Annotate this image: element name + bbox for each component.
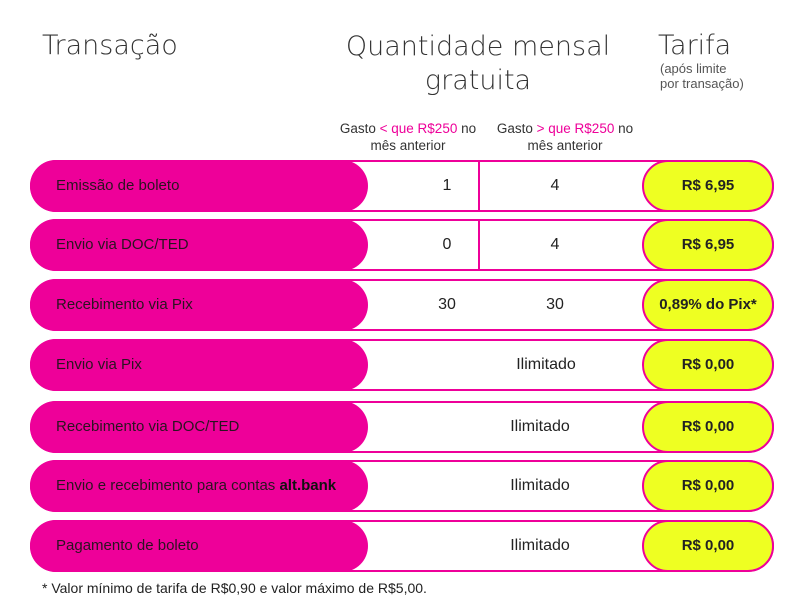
row-label: Emissão de boleto xyxy=(56,177,180,194)
row-fee-badge: R$ 0,00 xyxy=(642,460,774,512)
row-fee-badge: R$ 0,00 xyxy=(642,339,774,391)
row-qty-high: 4 xyxy=(550,177,560,194)
row-label-pill: Recebimento via Pix xyxy=(30,279,368,331)
subheader-highlight: < que R$250 xyxy=(379,121,458,136)
header-tarifa: Tarifa xyxy=(658,30,732,61)
subheader-line2: mês anterior xyxy=(527,138,603,153)
row-qty-high: 4 xyxy=(550,236,560,253)
header-quantidade-line2: gratuita xyxy=(424,65,532,96)
row-label-pill: Emissão de boleto xyxy=(30,160,368,212)
header-quantidade-line1: Quantidade mensal xyxy=(345,31,611,62)
table-row-recebimento-pix: Recebimento via Pix 30 30 0,89% do Pix* xyxy=(30,279,774,331)
row-label-pill: Pagamento de boleto xyxy=(30,520,368,572)
header-tarifa-note-line1: (após limite xyxy=(660,61,727,76)
table-row-contas-altbank: Envio e recebimento para contas alt.bank… xyxy=(30,460,774,512)
table-row-recebimento-doc-ted: Recebimento via DOC/TED Ilimitado R$ 0,0… xyxy=(30,401,774,453)
row-qty-unlimited: Ilimitado xyxy=(510,477,570,494)
header-transacao: Transação xyxy=(42,30,178,61)
row-fee-badge: R$ 0,00 xyxy=(642,401,774,453)
row-qty-low: 30 xyxy=(438,296,456,313)
table-row-envio-pix: Envio via Pix Ilimitado R$ 0,00 xyxy=(30,339,774,391)
row-qty-low: 0 xyxy=(442,236,452,253)
subheader-prefix: Gasto xyxy=(496,121,533,136)
row-fee-badge: R$ 6,95 xyxy=(642,160,774,212)
row-label-pill: Envio e recebimento para contas alt.bank xyxy=(30,460,368,512)
row-label-pill: Recebimento via DOC/TED xyxy=(30,401,368,453)
column-divider xyxy=(478,219,480,271)
row-label: Envio via DOC/TED xyxy=(56,236,189,253)
header-tarifa-note: (após limite por transação) xyxy=(660,61,744,91)
row-qty-low: 1 xyxy=(442,177,452,194)
row-label: Pagamento de boleto xyxy=(56,537,199,554)
row-label: Envio e recebimento para contas alt.bank xyxy=(56,460,336,512)
header-tarifa-note-line2: por transação) xyxy=(660,76,744,91)
row-qty-unlimited: Ilimitado xyxy=(510,537,570,554)
row-label: Envio via Pix xyxy=(56,356,142,373)
footnote: * Valor mínimo de tarifa de R$0,90 e val… xyxy=(42,580,427,596)
row-qty-unlimited: Ilimitado xyxy=(516,356,576,373)
brand-name: alt.bank xyxy=(279,477,337,494)
subheader-suffix: no xyxy=(461,121,477,136)
header-quantidade: Quantidade mensal gratuita xyxy=(338,30,618,98)
subheader-highlight: > que R$250 xyxy=(536,121,615,136)
row-label-pill: Envio via DOC/TED xyxy=(30,219,368,271)
column-divider xyxy=(478,160,480,212)
row-label-text: Envio e recebimento para contas xyxy=(56,477,276,494)
row-qty-high: 30 xyxy=(546,296,564,313)
table-row-envio-doc-ted: Envio via DOC/TED 0 4 R$ 6,95 xyxy=(30,219,774,271)
subheader-spend-less: Gasto < que R$250 no mês anterior xyxy=(333,120,483,154)
table-row-emissao-boleto: Emissão de boleto 1 4 R$ 6,95 xyxy=(30,160,774,212)
row-qty-unlimited: Ilimitado xyxy=(510,418,570,435)
subheader-suffix: no xyxy=(618,121,634,136)
row-label: Recebimento via DOC/TED xyxy=(56,418,240,435)
subheader-prefix: Gasto xyxy=(339,121,376,136)
row-fee-badge: 0,89% do Pix* xyxy=(642,279,774,331)
row-label: Recebimento via Pix xyxy=(56,296,193,313)
row-fee-badge: R$ 0,00 xyxy=(642,520,774,572)
row-fee-badge: R$ 6,95 xyxy=(642,219,774,271)
subheader-line2: mês anterior xyxy=(370,138,446,153)
row-label-pill: Envio via Pix xyxy=(30,339,368,391)
table-row-pagamento-boleto: Pagamento de boleto Ilimitado R$ 0,00 xyxy=(30,520,774,572)
subheader-spend-more: Gasto > que R$250 no mês anterior xyxy=(490,120,640,154)
